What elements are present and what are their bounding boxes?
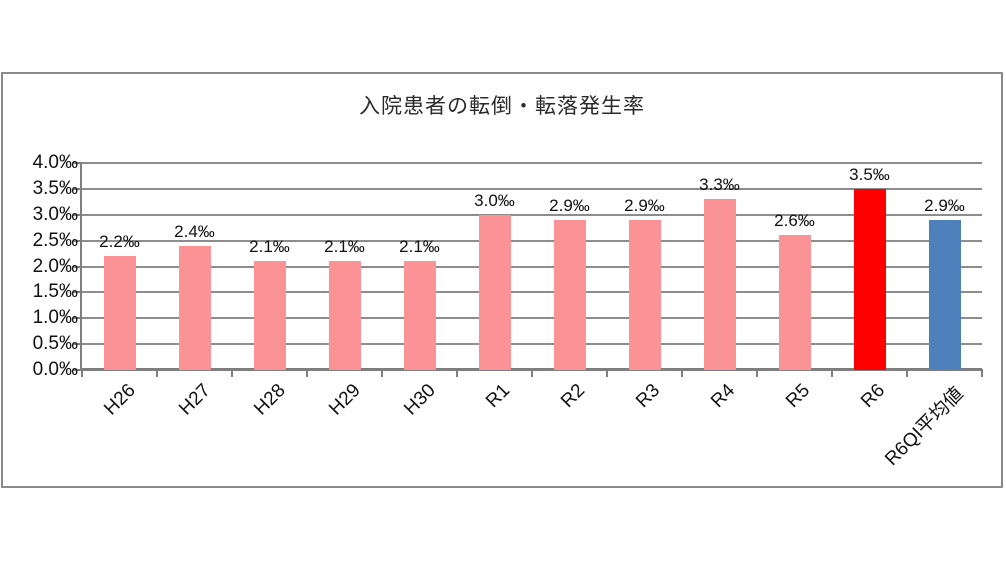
y-axis-tick <box>73 317 80 320</box>
x-tick-label: H26 <box>99 380 140 420</box>
y-tick-label: 1.0‰ <box>32 307 78 329</box>
x-axis-tick <box>756 369 758 377</box>
bar-value-label: 3.5‰ <box>849 164 890 184</box>
gridline <box>82 343 982 346</box>
x-tick-label: R6QI平均値 <box>881 383 968 471</box>
x-axis-tick <box>381 369 383 377</box>
x-tick-label: R6 <box>857 380 890 413</box>
bar-value-label: 2.9‰ <box>624 195 665 215</box>
y-tick-label: 4.0‰ <box>32 152 78 173</box>
x-axis-tick <box>456 369 458 377</box>
bar-value-label: 2.9‰ <box>549 195 590 215</box>
bar <box>778 235 811 370</box>
y-axis-tick <box>73 343 80 346</box>
bar-value-label: 2.6‰ <box>774 211 815 231</box>
y-axis-tick <box>73 265 80 268</box>
x-axis-tick <box>531 369 533 377</box>
x-tick-label: H28 <box>249 380 290 420</box>
bar <box>628 219 661 370</box>
x-tick-label: H27 <box>174 380 215 420</box>
y-axis-tick <box>73 187 80 190</box>
y-axis-line <box>80 162 82 371</box>
x-axis-tick <box>831 369 833 377</box>
x-axis-tick <box>81 369 83 377</box>
bar <box>853 188 886 370</box>
bar-value-label: 2.2‰ <box>99 232 140 252</box>
x-axis-tick <box>231 369 233 377</box>
x-tick-label: R5 <box>782 380 815 413</box>
gridline <box>82 317 982 320</box>
x-tick-label: H30 <box>399 380 440 420</box>
y-axis-tick <box>73 162 80 164</box>
gridline <box>82 265 982 268</box>
bar-value-label: 2.1‰ <box>399 237 440 257</box>
y-tick-label: 1.5‰ <box>32 281 78 303</box>
bar-value-label: 2.1‰ <box>324 237 365 257</box>
gridline <box>82 187 982 190</box>
x-tick-label: R4 <box>707 380 740 413</box>
bar <box>253 261 286 370</box>
bar-value-label: 2.9‰ <box>924 195 965 215</box>
bar <box>178 245 211 370</box>
plot-area: 0.0‰ 0.5‰ 1.0‰ 1.5‰ 2.0‰ 2.5‰ 3.0‰ 3.5‰ 4.0‰ 2.2‰… <box>33 152 984 470</box>
x-tick-label: R3 <box>632 380 665 413</box>
y-tick-label: 0.0‰ <box>32 359 78 380</box>
x-axis-tick <box>156 369 158 377</box>
y-tick-label: 3.0‰ <box>32 203 78 225</box>
y-tick-label: 2.5‰ <box>32 229 78 251</box>
bar <box>478 214 511 370</box>
bar-value-label: 3.3‰ <box>699 175 740 195</box>
y-axis-tick <box>73 291 80 294</box>
x-axis-tick <box>981 369 983 377</box>
y-axis-tick <box>73 213 80 216</box>
bar <box>403 261 436 370</box>
bar <box>703 199 736 370</box>
gridline <box>82 213 982 216</box>
y-tick-label: 3.5‰ <box>32 177 78 199</box>
x-tick-label: H29 <box>324 380 365 420</box>
x-tick-label: R1 <box>482 380 515 413</box>
gridline <box>82 162 982 164</box>
bar-value-label: 3.0‰ <box>474 190 515 210</box>
bar <box>553 219 586 370</box>
gridline <box>82 291 982 294</box>
chart-title: 入院患者の転倒・転落発生率 <box>359 95 645 118</box>
bar-value-label: 2.4‰ <box>174 221 215 241</box>
y-axis-tick <box>73 239 80 242</box>
y-axis-tick <box>73 369 80 371</box>
x-axis-tick <box>306 369 308 377</box>
y-tick-label: 0.5‰ <box>32 333 78 355</box>
x-tick-label: R2 <box>557 380 590 413</box>
bar-value-label: 2.1‰ <box>249 237 290 257</box>
x-axis-tick <box>606 369 608 377</box>
chart-container: 入院患者の転倒・転落発生率 0.0‰ 0.5‰ 1.0‰ 1.5‰ 2.0‰ 2.5‰ 3.… <box>1 72 1003 488</box>
bar <box>328 261 361 370</box>
x-axis-tick <box>906 369 908 377</box>
gridline <box>82 239 982 242</box>
bar <box>103 256 136 370</box>
bar <box>928 219 961 370</box>
x-axis-tick <box>681 369 683 377</box>
y-tick-label: 2.0‰ <box>32 255 78 277</box>
